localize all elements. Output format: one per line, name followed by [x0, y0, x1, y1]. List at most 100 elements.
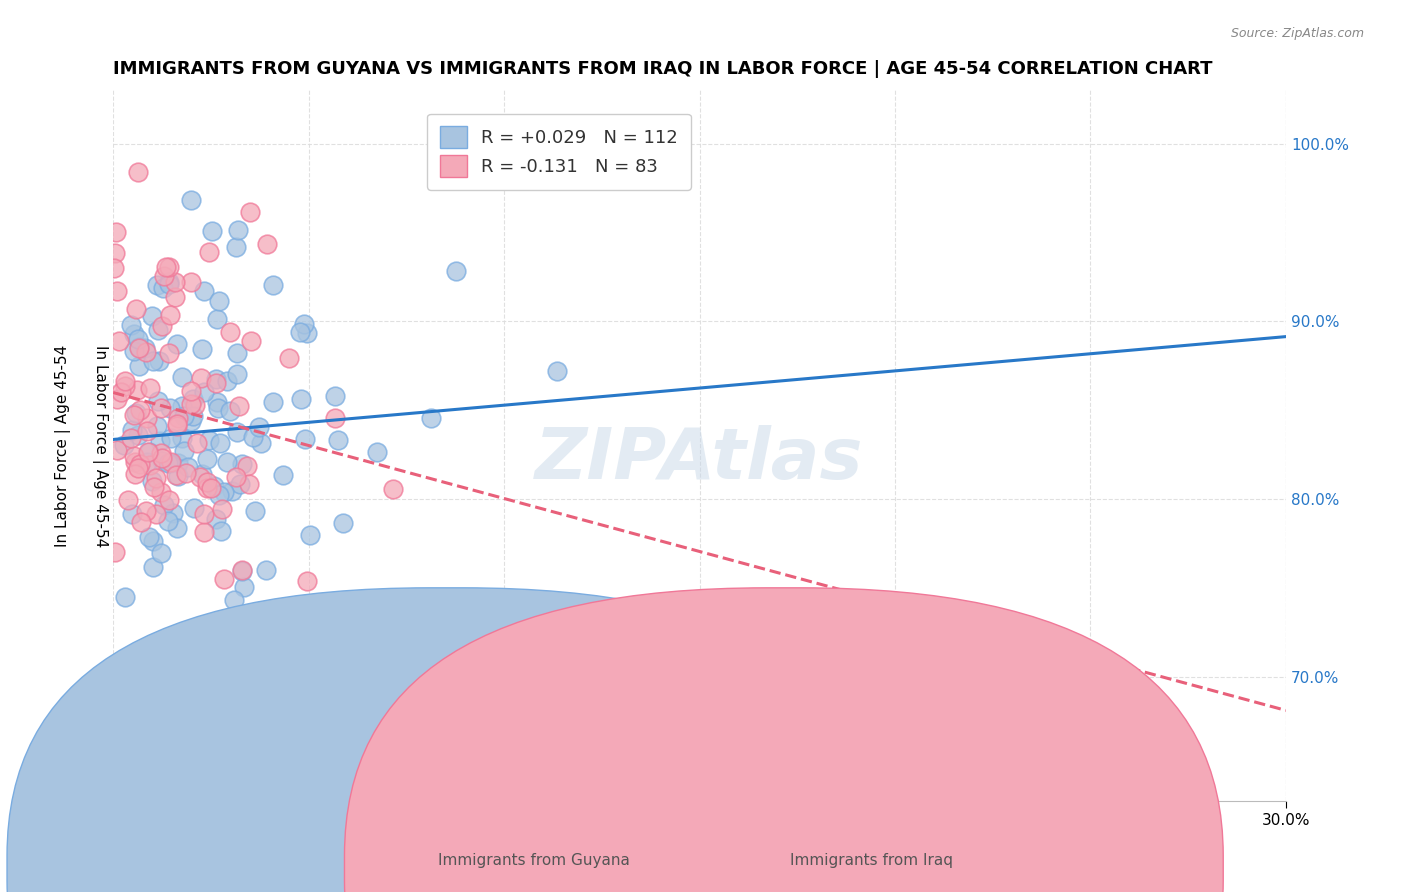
Point [299, 528, 322, 542]
Point [239, 205, 262, 219]
Point [134, 341, 156, 355]
Point [124, 301, 146, 316]
Point [127, 460, 149, 475]
Point [122, 344, 145, 359]
Point [292, 318, 315, 332]
Point [104, 245, 127, 260]
Point [366, 444, 388, 458]
Point [166, 336, 188, 351]
Point [127, 333, 149, 347]
Point [157, 493, 180, 508]
Point [231, 564, 253, 578]
Point [136, 425, 159, 439]
Point [238, 476, 260, 491]
Point [122, 449, 145, 463]
Point [150, 401, 173, 415]
Point [159, 456, 181, 470]
Point [193, 385, 215, 400]
Text: In Labor Force | Age 45-54: In Labor Force | Age 45-54 [55, 345, 72, 547]
Text: Immigrants from Iraq: Immigrants from Iraq [790, 854, 953, 868]
Point [201, 223, 224, 237]
Point [138, 382, 160, 396]
Point [143, 480, 166, 494]
Point [207, 311, 229, 326]
Text: Immigrants from Guyana: Immigrants from Guyana [439, 854, 630, 868]
Point [117, 492, 139, 507]
Point [193, 507, 215, 521]
Point [138, 531, 160, 545]
Point [105, 442, 128, 457]
Point [139, 458, 162, 473]
Point [110, 384, 132, 399]
Point [225, 470, 247, 484]
Y-axis label: In Labor Force | Age 45-54: In Labor Force | Age 45-54 [93, 344, 108, 547]
Point [242, 663, 264, 677]
Point [271, 468, 294, 483]
Point [207, 401, 229, 415]
Point [150, 445, 173, 459]
Point [165, 467, 187, 482]
Point [141, 474, 163, 488]
Text: Source: ZipAtlas.com: Source: ZipAtlas.com [1230, 27, 1364, 40]
Point [141, 309, 163, 323]
Point [103, 545, 125, 559]
Point [153, 498, 176, 512]
Point [202, 479, 225, 493]
Point [209, 436, 232, 450]
Point [121, 650, 143, 665]
Point [160, 455, 183, 469]
Point [180, 275, 202, 289]
Point [180, 397, 202, 411]
Point [228, 477, 250, 491]
Point [419, 410, 441, 425]
Point [181, 409, 204, 423]
Point [127, 165, 149, 179]
Point [166, 469, 188, 483]
Point [159, 401, 181, 415]
Point [195, 475, 218, 489]
Point [180, 193, 202, 207]
Point [221, 484, 243, 499]
Point [225, 240, 247, 254]
Point [208, 293, 231, 308]
Point [184, 399, 207, 413]
Point [243, 504, 266, 518]
Point [157, 276, 180, 290]
Point [226, 345, 249, 359]
Point [546, 364, 568, 378]
Point [219, 404, 242, 418]
Point [332, 516, 354, 531]
Point [114, 591, 136, 605]
Point [142, 353, 165, 368]
Point [172, 369, 194, 384]
Point [180, 414, 202, 428]
Point [217, 374, 239, 388]
Point [186, 436, 208, 450]
Point [112, 437, 135, 451]
Point [190, 342, 212, 356]
Point [195, 481, 218, 495]
Point [124, 455, 146, 469]
Point [444, 264, 467, 278]
Point [157, 457, 180, 471]
Point [120, 318, 142, 332]
Point [226, 223, 249, 237]
Point [290, 392, 312, 406]
Point [129, 516, 152, 530]
Point [228, 399, 250, 413]
Point [138, 445, 160, 459]
Point [150, 318, 173, 333]
Point [145, 507, 167, 521]
Point [138, 445, 160, 459]
Point [127, 427, 149, 442]
Point [142, 534, 165, 549]
Point [226, 367, 249, 381]
Point [146, 323, 169, 337]
Point [232, 580, 254, 594]
Point [200, 481, 222, 495]
Point [193, 525, 215, 540]
Point [146, 394, 169, 409]
Point [136, 411, 159, 425]
Point [124, 406, 146, 420]
Point [128, 458, 150, 472]
